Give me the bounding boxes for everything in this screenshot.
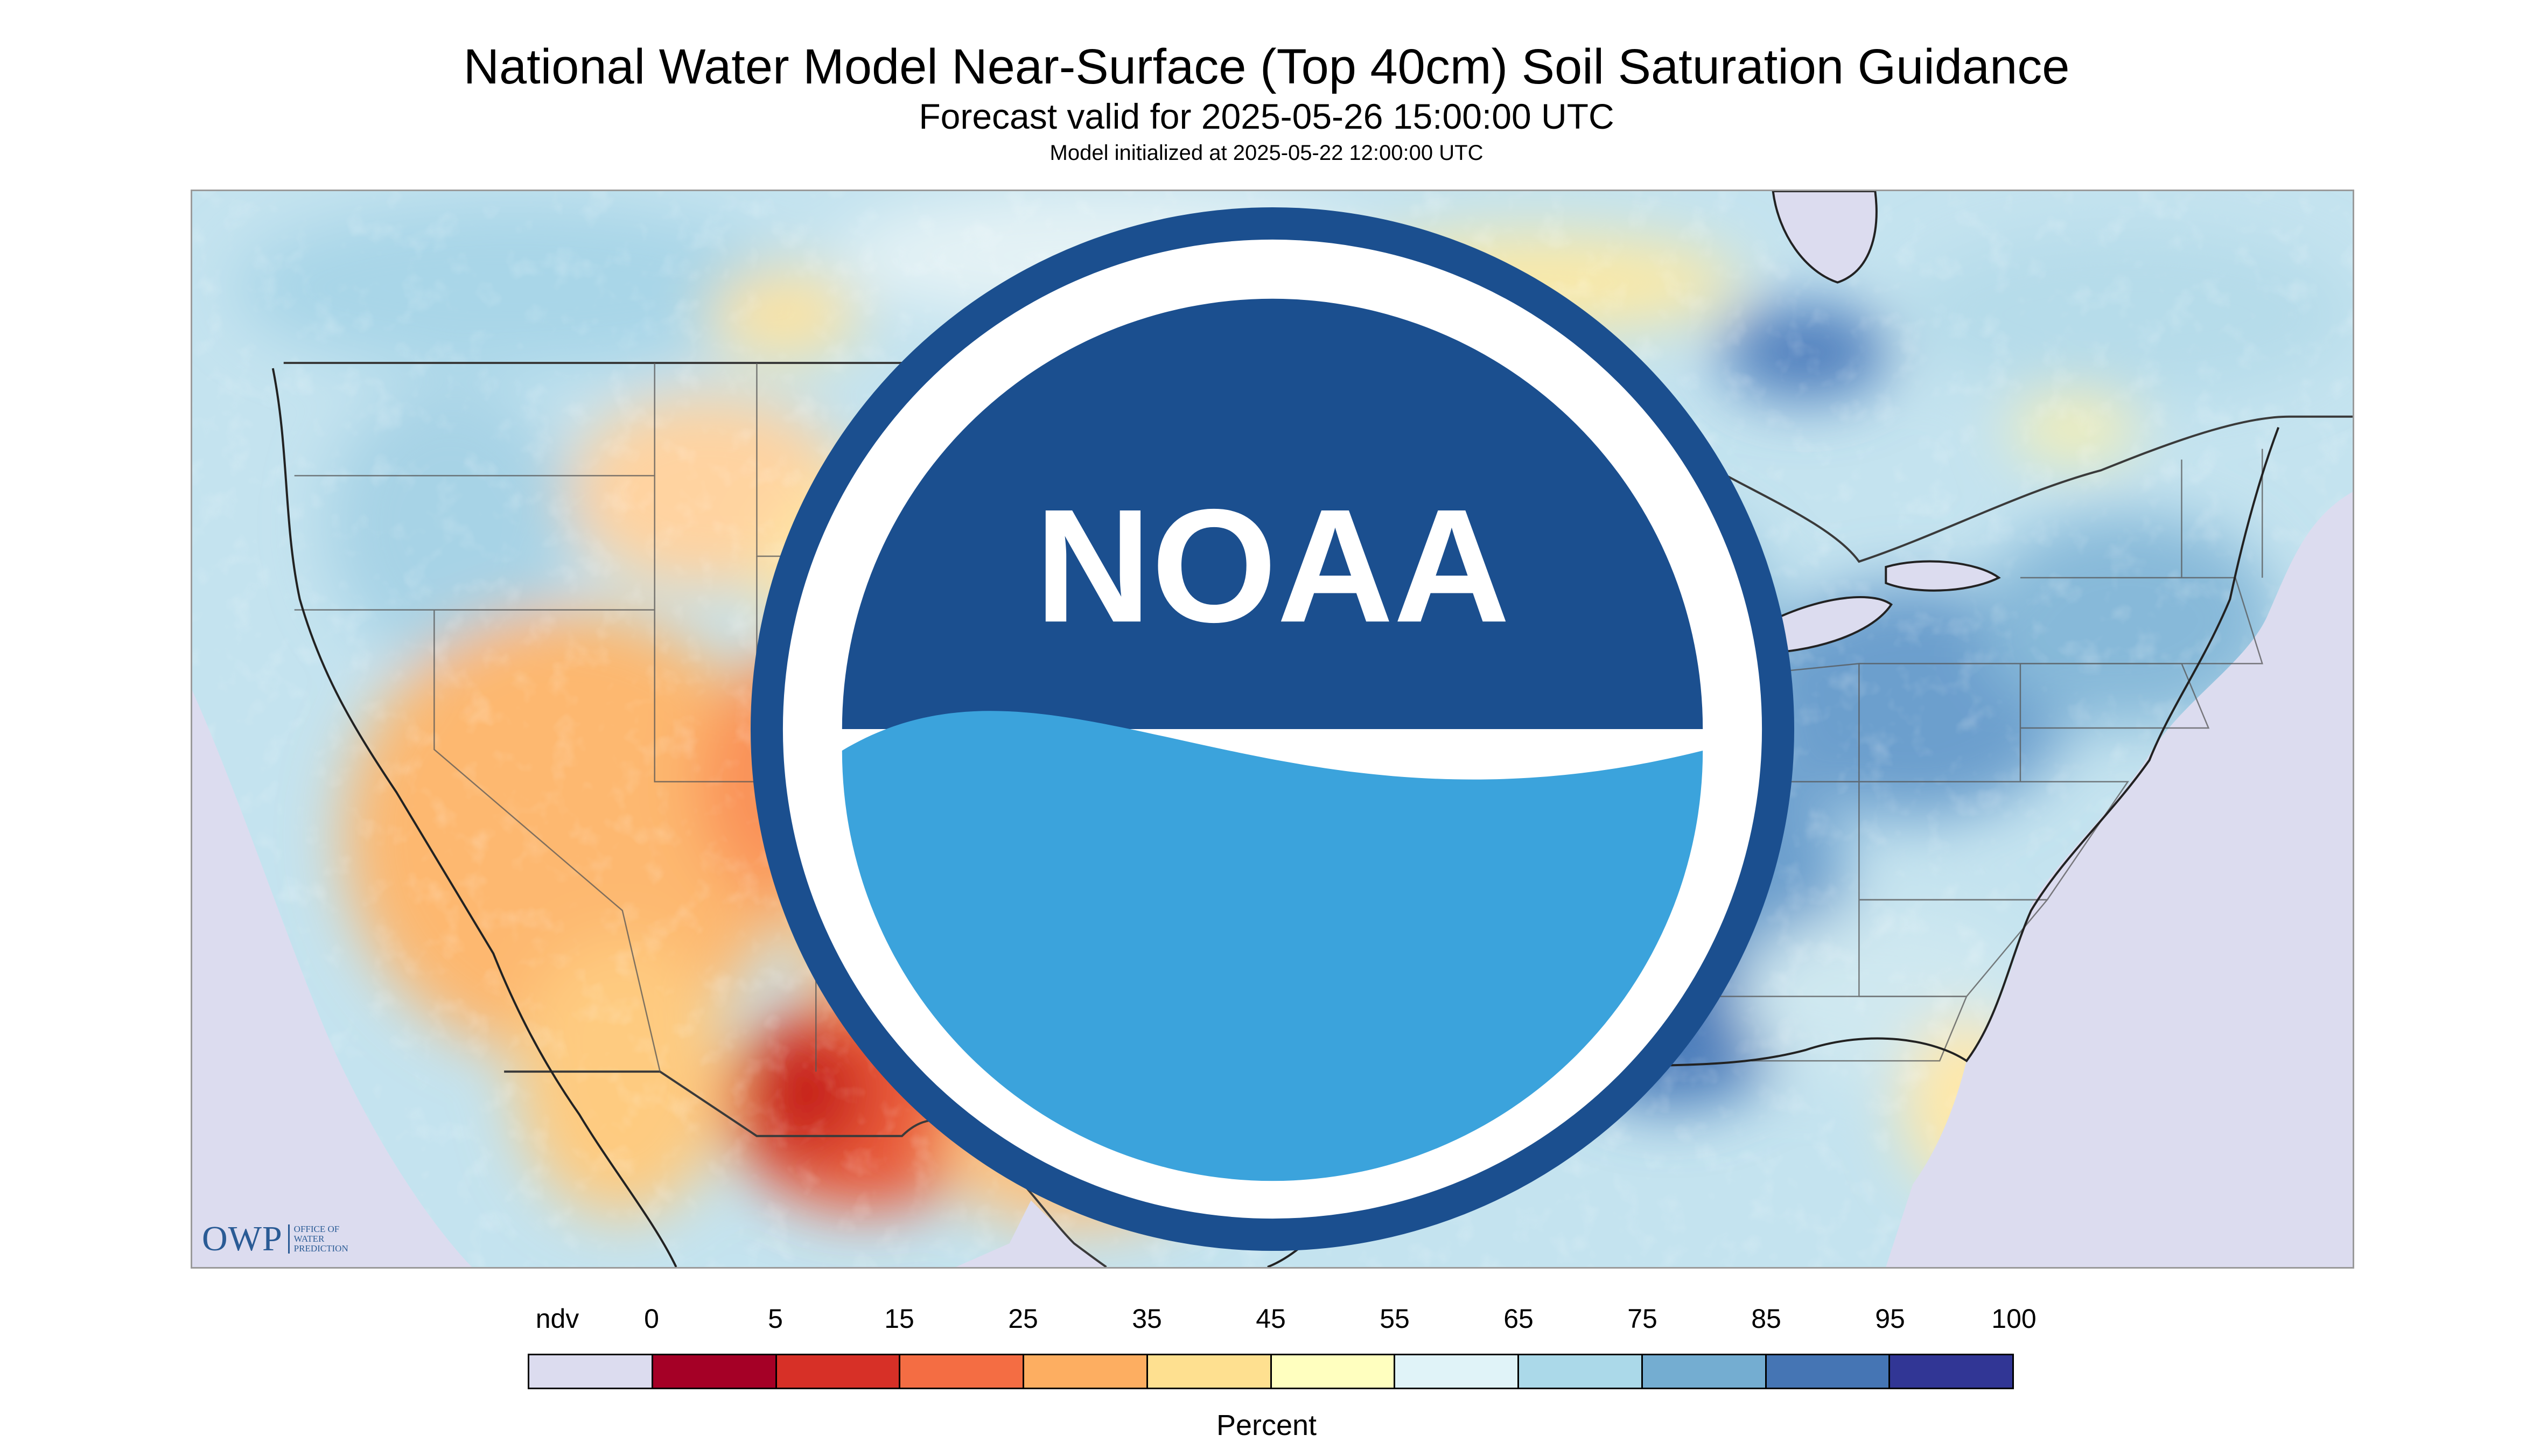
soil-saturation-map[interactable]: OWP OFFICE OF WATER PREDICTION NOAA (191, 190, 2354, 1269)
legend-tick-label: 5 (768, 1304, 783, 1334)
map-title: National Water Model Near-Surface (Top 4… (463, 39, 2070, 94)
owp-logo-subtitle: OFFICE OF WATER PREDICTION (288, 1224, 348, 1254)
owp-logo-line1: OFFICE OF (293, 1224, 340, 1234)
legend-tick-label: ndv (535, 1304, 579, 1334)
legend-swatch-0 (529, 1355, 653, 1388)
legend-swatch-3 (900, 1355, 1024, 1388)
legend-swatch-10 (1766, 1355, 1891, 1388)
legend-tick-label: 95 (1875, 1304, 1905, 1334)
legend-tick-label: 45 (1256, 1304, 1286, 1334)
owp-logo-line2: WATER (293, 1234, 325, 1244)
noaa-logo-text: NOAA (1035, 475, 1510, 656)
forecast-valid-subtitle: Forecast valid for 2025-05-26 15:00:00 U… (919, 96, 1614, 136)
legend-tick-label: 55 (1380, 1304, 1410, 1334)
owp-logo: OWP OFFICE OF WATER PREDICTION (202, 1219, 348, 1259)
legend-swatch-11 (1890, 1355, 2012, 1388)
legend-swatch-7 (1395, 1355, 1519, 1388)
legend-title: Percent (1216, 1409, 1317, 1441)
legend-tick-label: 65 (1503, 1304, 1534, 1334)
legend-swatch-1 (653, 1355, 777, 1388)
legend-tick-label: 0 (644, 1304, 659, 1334)
legend-tick-label: 75 (1627, 1304, 1657, 1334)
legend-swatch-8 (1519, 1355, 1643, 1388)
hudson-bay (1772, 191, 1878, 284)
noaa-logo: NOAA (750, 207, 1795, 1251)
legend-tick-label: 85 (1751, 1304, 1781, 1334)
legend-tick-label: 35 (1132, 1304, 1162, 1334)
pacific-coastline (271, 368, 677, 1267)
owp-logo-line3: PREDICTION (293, 1243, 348, 1254)
legend-tick-label: 25 (1008, 1304, 1038, 1334)
legend-swatch-4 (1024, 1355, 1148, 1388)
color-legend-bar (528, 1354, 2014, 1389)
legend-swatch-6 (1271, 1355, 1396, 1388)
model-init-caption: Model initialized at 2025-05-22 12:00:00… (1049, 141, 1484, 165)
legend-tick-label: 100 (1991, 1304, 2037, 1334)
legend-swatch-9 (1642, 1355, 1767, 1388)
legend-swatch-2 (776, 1355, 901, 1388)
owp-logo-text: OWP (202, 1219, 283, 1258)
legend-tick-label: 15 (884, 1304, 914, 1334)
legend-swatch-5 (1147, 1355, 1272, 1388)
